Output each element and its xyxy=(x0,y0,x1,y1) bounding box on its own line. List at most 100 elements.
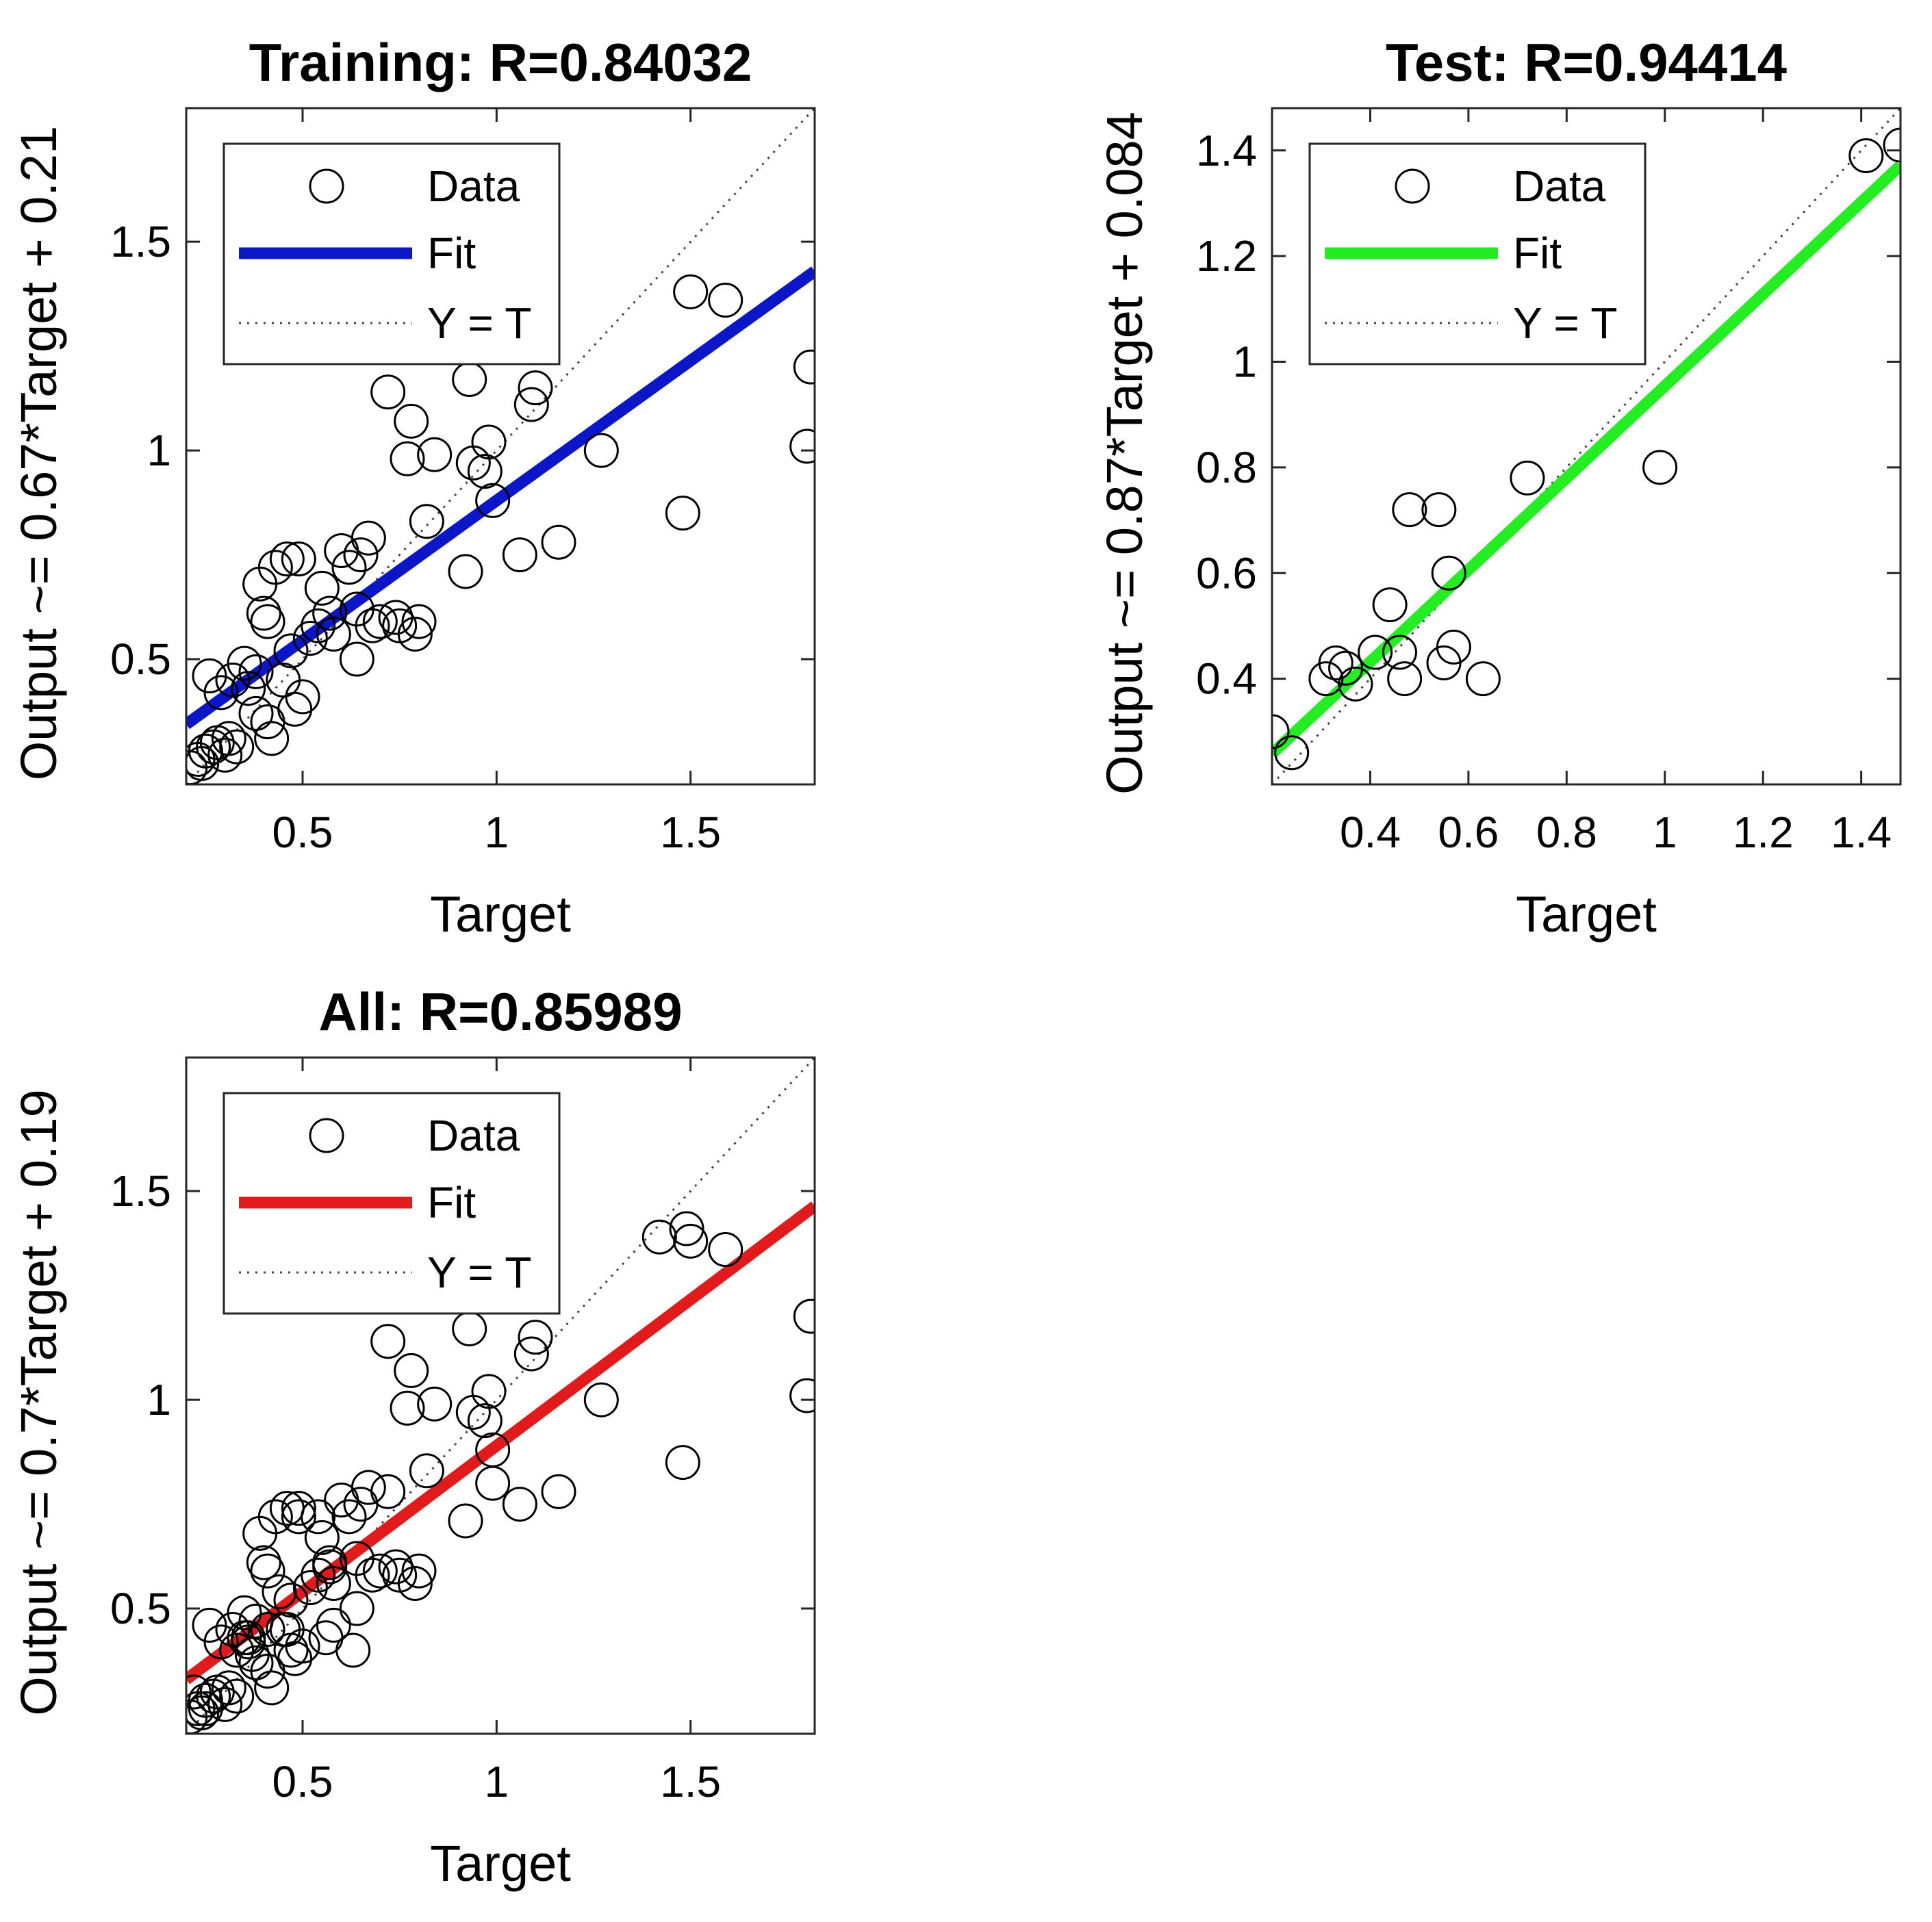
chart-all-xtick-label-1: 1 xyxy=(485,1757,509,1806)
chart-test-point-8 xyxy=(1382,635,1417,670)
chart-test-xtick-label-3: 1 xyxy=(1653,808,1677,857)
chart-training-axes-box xyxy=(185,107,816,786)
chart-test-reference-line xyxy=(1272,108,1901,784)
chart-all-point-19 xyxy=(250,1553,285,1589)
chart-training: 0.5 1 1.5 0.5 1 1.5 Data Fit Y = T Training: R=0.… xyxy=(10,32,816,943)
chart-training-point-60 xyxy=(583,433,619,468)
chart-all-title: All: R=0.85989 xyxy=(318,982,682,1042)
chart-all-point-7 xyxy=(211,1670,246,1706)
chart-test-point-7 xyxy=(1372,587,1408,623)
chart-all-point-65 xyxy=(793,1298,815,1334)
chart-all-point-41 xyxy=(370,1324,406,1359)
chart-all-point-69 xyxy=(227,1620,262,1656)
chart-test-point-14 xyxy=(1436,629,1471,665)
chart-training-legend: Data Fit Y = T xyxy=(223,142,561,366)
chart-all-point-12 xyxy=(227,1595,262,1630)
chart-all-point-68 xyxy=(219,1632,255,1668)
chart-all-point-50 xyxy=(448,1503,483,1539)
chart-all-point-36 xyxy=(339,1591,374,1626)
chart-training-point-12 xyxy=(227,645,262,681)
chart-training-reference-line xyxy=(186,108,815,784)
chart-training-xlabel: Target xyxy=(430,886,571,943)
chart-training-point-37 xyxy=(343,537,379,573)
chart-test-point-1 xyxy=(1274,735,1310,771)
chart-all-point-45 xyxy=(394,1353,429,1388)
chart-test-point-10 xyxy=(1392,492,1427,528)
chart-test-title: Test: R=0.94414 xyxy=(1386,32,1787,92)
chart-test-legend-data-marker xyxy=(1395,168,1430,204)
chart-training-point-31 xyxy=(312,595,348,631)
chart-all-point-79 xyxy=(312,1549,348,1585)
chart-training-point-62 xyxy=(673,274,709,309)
chart-training-point-43 xyxy=(382,608,418,643)
chart-test-point-3 xyxy=(1318,645,1353,680)
chart-training-point-44 xyxy=(390,441,425,476)
chart-all-point-10 xyxy=(203,1624,239,1660)
chart-all-point-67 xyxy=(188,1691,223,1726)
chart-all-ytick-label-2: 1.5 xyxy=(110,1166,171,1216)
chart-all-point-17 xyxy=(254,1670,290,1706)
chart-test-xtick-label-5: 1.4 xyxy=(1831,808,1892,857)
chart-test: 0.4 0.6 0.8 1 1.2 1.4 0.4 0.6 0.8 1 1.2 1.4 Data Fit Y… xyxy=(1096,32,1902,943)
chart-test-ytick-label-4: 1.2 xyxy=(1196,231,1257,281)
chart-all-point-61 xyxy=(665,1445,700,1481)
chart-all-point-32 xyxy=(316,1565,351,1601)
chart-all-point-75 xyxy=(273,1632,309,1668)
chart-training-point-48 xyxy=(409,504,444,539)
chart-all-point-71 xyxy=(234,1637,270,1672)
chart-all-point-49 xyxy=(417,1386,453,1422)
chart-all-ytick-label-0: 0.5 xyxy=(110,1584,171,1633)
chart-training-legend-data-marker xyxy=(309,168,344,204)
chart-training-point-61 xyxy=(665,496,700,531)
chart-training-point-18 xyxy=(246,595,281,631)
chart-test-axes-box xyxy=(1271,107,1902,786)
chart-all-point-25 xyxy=(273,1583,309,1618)
chart-training-point-45 xyxy=(394,403,429,439)
chart-training-point-8 xyxy=(219,729,255,765)
chart-training-point-26 xyxy=(277,691,313,727)
chart-training-point-39 xyxy=(355,608,390,643)
chart-test-ylabel: Output ~= 0.87*Target + 0.084 xyxy=(1096,112,1153,795)
chart-all-point-23 xyxy=(281,1491,316,1526)
chart-all-xtick-label-0: 0.5 xyxy=(272,1757,333,1806)
chart-all-point-73 xyxy=(262,1574,297,1610)
chart-all-point-43 xyxy=(382,1557,418,1593)
chart-all-point-64 xyxy=(789,1378,815,1413)
chart-training-point-50 xyxy=(448,554,483,589)
chart-test-legend-ref-label: Y = T xyxy=(1513,298,1617,348)
chart-all-ytick-label-1: 1 xyxy=(147,1375,171,1424)
chart-all-point-30 xyxy=(304,1520,340,1555)
chart-test-point-5 xyxy=(1338,666,1373,702)
chart-training-point-63 xyxy=(708,283,743,318)
chart-training-point-32 xyxy=(316,616,351,652)
chart-training-point-15 xyxy=(238,695,274,731)
chart-test-legend: Data Fit Y = T xyxy=(1308,142,1647,366)
chart-training-ytick-label-2: 1.5 xyxy=(110,217,171,266)
chart-training-point-6 xyxy=(207,737,243,773)
chart-all-point-26 xyxy=(277,1641,313,1676)
chart-test-ytick-label-0: 0.4 xyxy=(1196,654,1257,704)
chart-training-legend-fit-label: Fit xyxy=(427,229,476,278)
chart-all-ylabel: Output ~= 0.7*Target + 0.19 xyxy=(10,1089,67,1715)
chart-all-point-63 xyxy=(708,1232,743,1268)
chart-all-point-62 xyxy=(673,1223,709,1259)
chart-training-point-36 xyxy=(339,641,374,677)
chart-all-point-53 xyxy=(467,1403,503,1439)
chart-training-point-22 xyxy=(269,541,305,577)
chart-training-point-59 xyxy=(541,524,576,560)
chart-test-point-19 xyxy=(1883,127,1901,163)
chart-training-point-55 xyxy=(475,483,511,518)
chart-test-point-18 xyxy=(1848,138,1884,173)
chart-training-point-13 xyxy=(231,671,266,706)
chart-all-point-57 xyxy=(513,1336,549,1372)
chart-training-point-41 xyxy=(370,374,406,410)
chart-test-point-17 xyxy=(1642,450,1678,485)
chart-all: 0.5 1 1.5 0.5 1 1.5 Data Fit Y = T All: R=0.85989… xyxy=(10,982,816,1892)
chart-training-point-64 xyxy=(789,428,815,464)
chart-all-point-84 xyxy=(641,1219,677,1255)
chart-all-point-47 xyxy=(401,1553,437,1589)
chart-all-point-70 xyxy=(231,1624,266,1660)
chart-all-point-76 xyxy=(281,1499,316,1535)
chart-all-legend-data-marker xyxy=(309,1118,344,1153)
